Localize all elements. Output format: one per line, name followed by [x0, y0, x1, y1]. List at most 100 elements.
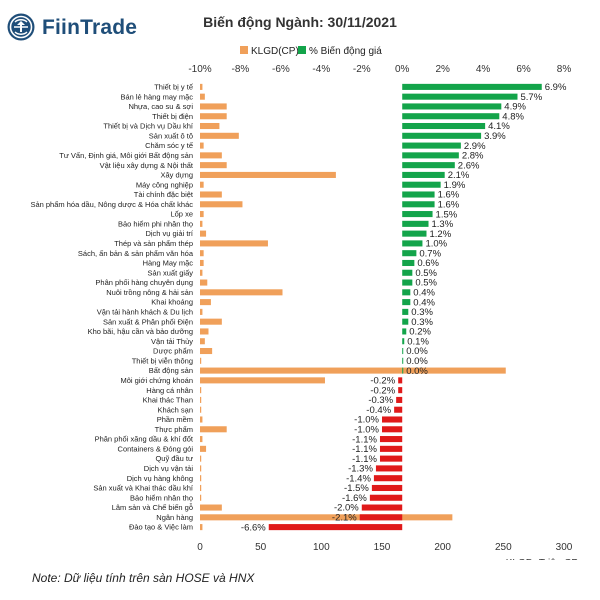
- volume-bar: [200, 191, 222, 198]
- category-label: Vận tải Thủy: [151, 337, 193, 346]
- volume-bar: [200, 211, 204, 218]
- price-change-bar: [375, 465, 403, 472]
- category-label: Dịch vụ hàng không: [127, 474, 193, 483]
- price-change-bar: [398, 377, 403, 384]
- price-change-label: 4.8%: [502, 111, 524, 122]
- volume-bar: [200, 377, 325, 384]
- top-axis-tick: 6%: [516, 64, 531, 75]
- bottom-axis-tick: 100: [313, 542, 330, 553]
- top-axis-tick: 0%: [395, 64, 410, 75]
- price-change-label: 1.2%: [429, 229, 451, 240]
- price-change-label: -1.4%: [346, 473, 371, 484]
- volume-bar: [200, 103, 227, 110]
- volume-bar: [200, 465, 202, 472]
- price-change-label: -1.1%: [352, 444, 377, 455]
- price-change-label: 0.4%: [413, 288, 435, 299]
- volume-bar: [200, 367, 506, 374]
- top-axis-tick: -10%: [188, 64, 211, 75]
- category-label: Thiết bị y tế: [154, 82, 194, 91]
- price-change-bar: [402, 171, 445, 178]
- volume-bar: [200, 93, 205, 100]
- volume-bar: [200, 406, 202, 413]
- volume-bar: [200, 387, 202, 394]
- bottom-axis-tick: 150: [374, 542, 391, 553]
- price-change-bar: [371, 484, 403, 492]
- price-change-label: -1.0%: [354, 424, 379, 435]
- category-label: Bảo hiểm nhân thọ: [130, 493, 193, 502]
- price-change-bar: [402, 201, 435, 208]
- volume-bar: [200, 152, 222, 159]
- category-label: Quỹ đầu tư: [155, 454, 193, 463]
- top-axis-tick: 8%: [557, 64, 572, 75]
- price-change-bar: [369, 494, 403, 501]
- category-label: Bán lẻ hàng may mặc: [120, 92, 193, 101]
- volume-bar: [200, 396, 202, 403]
- price-change-bar: [268, 524, 403, 531]
- price-change-bar: [402, 142, 461, 149]
- category-label: Lâm sản và Chế biến gỗ: [112, 503, 193, 512]
- price-change-label: 0.7%: [419, 248, 441, 259]
- category-label: Thiết bị và Dịch vụ Dầu khí: [103, 122, 194, 131]
- category-label: Hàng May mặc: [143, 259, 194, 268]
- bottom-axis-tick: 0: [197, 542, 203, 553]
- volume-bar: [200, 171, 336, 178]
- top-axis-tick: -4%: [312, 64, 330, 75]
- volume-bar: [200, 83, 203, 90]
- price-change-bar: [359, 514, 403, 521]
- fiintrade-logo: FiinTrade: [6, 8, 146, 48]
- category-label: Dịch vụ vận tải: [144, 464, 194, 473]
- price-change-bar: [402, 162, 455, 169]
- volume-bar: [200, 230, 207, 237]
- price-change-label: 0.0%: [406, 346, 428, 357]
- volume-bar: [200, 279, 208, 286]
- volume-bar: [200, 201, 243, 208]
- price-change-bar: [402, 308, 409, 315]
- category-label: Môi giới chứng khoán: [121, 376, 193, 385]
- price-change-bar: [398, 387, 403, 394]
- volume-bar: [200, 181, 204, 188]
- price-change-bar: [402, 289, 411, 296]
- category-label: Tài chính đặc biệt: [134, 190, 194, 199]
- category-label: Sản xuất ô tô: [149, 131, 193, 140]
- price-change-bar: [402, 240, 423, 247]
- price-change-label: 0.0%: [406, 366, 428, 377]
- category-label: Thiết bị điện: [152, 112, 193, 121]
- category-label: Thép và sản phẩm thép: [114, 239, 193, 248]
- category-label: Sản phẩm hóa dầu, Nông dược & Hóa chất k…: [30, 200, 193, 209]
- volume-bar: [200, 162, 227, 169]
- price-change-bar: [382, 416, 403, 423]
- price-change-label: -1.6%: [342, 493, 367, 504]
- volume-bar: [200, 113, 227, 120]
- price-change-label: 1.5%: [436, 209, 458, 220]
- volume-bar: [200, 220, 203, 227]
- category-label: Chăm sóc y tế: [145, 141, 194, 150]
- bottom-axis-tick: 50: [255, 542, 267, 553]
- price-change-bar: [402, 338, 405, 345]
- footnote: Note: Dữ liệu tính trên sàn HOSE và HNX: [32, 571, 255, 585]
- category-label: Thiết bị viễn thông: [132, 356, 193, 365]
- category-label: Sản xuất & Phân phối Điện: [103, 317, 193, 326]
- price-change-label: 1.9%: [444, 180, 466, 191]
- category-label: Thực phẩm: [155, 425, 193, 434]
- price-change-label: 6.9%: [545, 82, 567, 93]
- price-change-bar: [361, 504, 403, 511]
- price-change-label: 4.1%: [488, 121, 510, 132]
- price-change-bar: [402, 113, 500, 120]
- category-label: Tư Vấn, Định giá, Môi giới Bất động sản: [59, 151, 193, 160]
- volume-bar: [200, 347, 213, 355]
- category-label: Nhựa, cao su & sợi: [128, 102, 193, 111]
- price-change-label: 0.1%: [407, 336, 429, 347]
- category-label: Sản xuất giấy: [148, 268, 194, 277]
- price-change-label: 1.3%: [432, 219, 454, 230]
- price-change-bar: [402, 318, 409, 325]
- price-change-label: 1.6%: [438, 190, 460, 201]
- category-label: Nuôi trồng nông & hải sản: [106, 288, 193, 297]
- price-change-label: -1.1%: [352, 454, 377, 465]
- category-label: Máy công nghiệp: [136, 180, 193, 189]
- volume-bar: [200, 299, 211, 306]
- volume-bar: [200, 426, 227, 433]
- volume-bar: [200, 240, 268, 247]
- volume-bar: [200, 484, 202, 492]
- category-label: Containers & Đóng gói: [118, 444, 194, 453]
- price-change-bar: [379, 455, 403, 462]
